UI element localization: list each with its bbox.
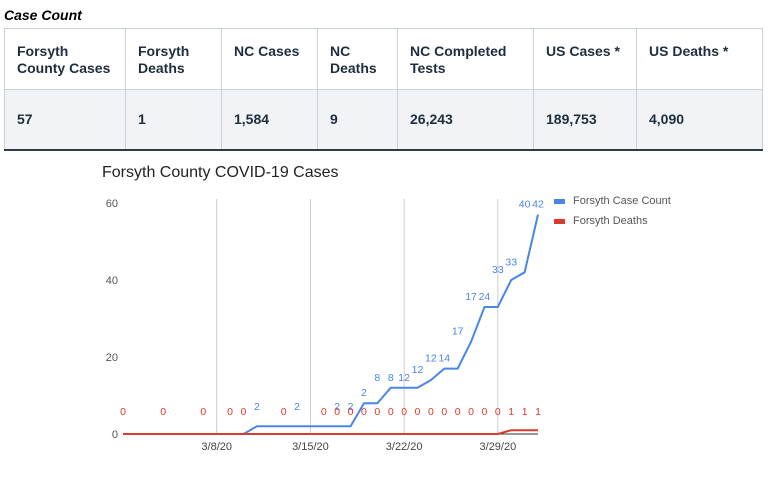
x-tick-label: 3/8/20 — [201, 441, 232, 453]
series-line-2 — [123, 429, 538, 435]
data-label: 12 — [412, 364, 424, 376]
data-label: 0 — [334, 406, 340, 418]
data-label: 0 — [441, 406, 447, 418]
series-line-1 — [123, 214, 539, 435]
legend-label: Forsyth Deaths — [573, 215, 648, 227]
y-tick-label: 20 — [106, 352, 118, 364]
case-count-table: Forsyth County Cases Forsyth Deaths NC C… — [4, 28, 763, 151]
legend-label: Forsyth Case Count — [573, 195, 671, 207]
data-label: 0 — [495, 406, 501, 418]
data-label: 0 — [227, 406, 233, 418]
header-nc-deaths: NC Deaths — [317, 28, 398, 90]
header-us-cases: US Cases * — [533, 28, 637, 90]
data-label: 0 — [468, 406, 474, 418]
data-label: 8 — [388, 372, 394, 384]
table-row: 57 1 1,584 9 26,243 189,753 4,090 — [4, 89, 763, 151]
x-tick-label: 3/15/20 — [292, 441, 329, 453]
data-label: 0 — [388, 406, 394, 418]
data-label: 1 — [535, 406, 541, 418]
legend-swatch — [554, 219, 565, 224]
x-tick-label: 3/22/20 — [386, 441, 423, 453]
data-label: 33 — [505, 256, 517, 268]
y-tick-label: 0 — [112, 429, 118, 441]
header-nc-tests: NC Completed Tests — [397, 28, 534, 90]
chart-lines — [123, 214, 539, 435]
y-tick-label: 40 — [106, 275, 118, 287]
value-forsyth-cases: 57 — [4, 89, 126, 151]
chart-legend: Forsyth Case Count Forsyth Deaths — [554, 195, 671, 227]
data-label: 0 — [374, 406, 380, 418]
header-forsyth-cases: Forsyth County Cases — [4, 28, 126, 90]
data-label: 40 — [519, 199, 531, 211]
data-label: 14 — [438, 353, 450, 365]
data-label: 33 — [492, 264, 504, 276]
header-nc-cases: NC Cases — [221, 28, 318, 90]
data-label: 0 — [428, 406, 434, 418]
data-label: 0 — [120, 406, 126, 418]
value-forsyth-deaths: 1 — [125, 89, 222, 151]
value-nc-cases: 1,584 — [221, 89, 318, 151]
y-tick-label: 60 — [106, 198, 118, 210]
section-title: Case Count — [4, 7, 82, 23]
legend-swatch — [554, 199, 565, 204]
data-label: 12 — [398, 372, 410, 384]
value-nc-tests: 26,243 — [397, 89, 534, 151]
value-us-deaths: 4,090 — [636, 89, 763, 151]
data-label: 0 — [455, 406, 461, 418]
data-label: 1 — [522, 406, 528, 418]
data-label: 0 — [348, 406, 354, 418]
data-label: 2 — [361, 387, 367, 399]
data-label: 0 — [241, 406, 247, 418]
data-label: 0 — [361, 406, 367, 418]
data-label: 2 — [334, 401, 340, 413]
data-label: 0 — [281, 406, 287, 418]
data-label: 2 — [348, 401, 354, 413]
data-label: 17 — [452, 326, 464, 338]
table-header-row: Forsyth County Cases Forsyth Deaths NC C… — [4, 28, 763, 90]
data-label: 0 — [160, 406, 166, 418]
data-label: 0 — [401, 406, 407, 418]
data-label: 0 — [321, 406, 327, 418]
data-label: 24 — [479, 291, 491, 303]
value-us-cases: 189,753 — [533, 89, 637, 151]
data-label: 0 — [200, 406, 206, 418]
data-label: 0 — [482, 406, 488, 418]
chart-grid — [216, 199, 499, 434]
x-tick-label: 3/29/20 — [479, 441, 516, 453]
chart-title: Forsyth County COVID-19 Cases — [102, 164, 339, 181]
data-label: 12 — [425, 353, 437, 365]
data-label: 1 — [508, 406, 514, 418]
data-label: 8 — [374, 372, 380, 384]
value-nc-deaths: 9 — [317, 89, 398, 151]
data-label: 0 — [415, 406, 421, 418]
data-label: 17 — [465, 291, 477, 303]
data-label: 42 — [532, 199, 544, 211]
data-label: 2 — [294, 401, 300, 413]
data-label: 2 — [254, 401, 260, 413]
header-forsyth-deaths: Forsyth Deaths — [125, 28, 222, 90]
header-us-deaths: US Deaths * — [636, 28, 763, 90]
